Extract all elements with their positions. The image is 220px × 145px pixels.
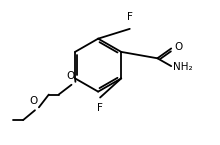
Text: NH₂: NH₂: [173, 62, 193, 72]
Text: O: O: [30, 96, 38, 106]
Text: F: F: [127, 12, 133, 22]
Text: F: F: [97, 103, 103, 113]
Text: O: O: [174, 42, 182, 52]
Text: O: O: [66, 71, 74, 81]
